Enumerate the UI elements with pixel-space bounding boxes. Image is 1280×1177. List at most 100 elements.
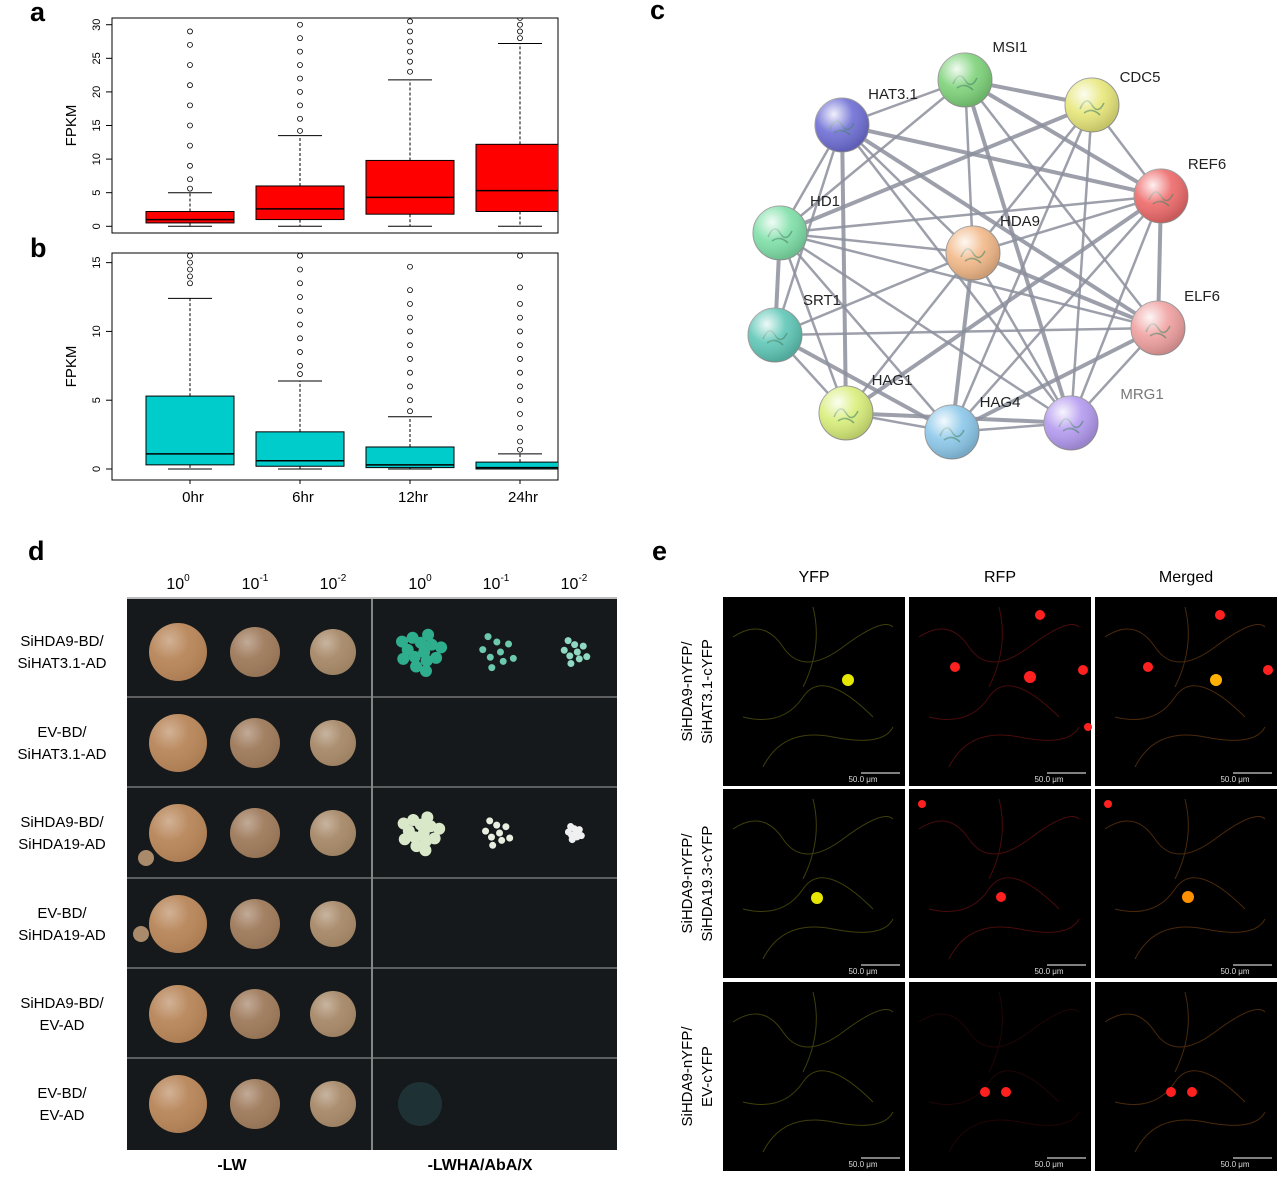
outlier xyxy=(187,280,193,287)
outlier xyxy=(517,328,523,335)
outlier xyxy=(187,142,193,149)
colony-texture xyxy=(230,899,280,949)
outlier xyxy=(407,301,413,307)
node-label: HAT3.1 xyxy=(868,86,918,103)
outlier xyxy=(407,328,413,335)
colony-dot xyxy=(567,659,575,667)
colony-dot xyxy=(506,834,514,842)
x-tick-label: 0hr xyxy=(182,489,204,506)
boxes xyxy=(145,253,558,470)
network-edge xyxy=(972,194,1162,255)
y-tick-label: 30 xyxy=(91,19,103,31)
colony-texture xyxy=(230,627,280,677)
y-tick-label: 0 xyxy=(91,223,103,229)
micrograph xyxy=(1095,789,1277,978)
nucleus xyxy=(1035,610,1045,620)
node-label: HD1 xyxy=(810,193,840,210)
colony-texture xyxy=(230,718,280,768)
colony-texture xyxy=(230,1079,280,1129)
outlier xyxy=(517,424,523,431)
colony-texture xyxy=(230,989,280,1039)
boxes xyxy=(145,18,558,227)
row-label: SiHDA9-BD/ xyxy=(20,995,104,1012)
row-label: SiHDA19-AD xyxy=(18,836,106,853)
dilution-base: 10 xyxy=(408,576,426,593)
outlier xyxy=(407,369,413,376)
colony-dot xyxy=(398,833,411,846)
scale-bar-label: 50.0 μm xyxy=(1220,1160,1249,1169)
colony-dot xyxy=(419,844,432,857)
row-label: SiHDA9-BD/ xyxy=(20,633,104,650)
box xyxy=(145,211,235,224)
scale-bar-label: 50.0 μm xyxy=(1220,967,1249,976)
network-edge xyxy=(840,124,848,414)
colony-texture xyxy=(149,623,207,681)
y-tick-label: 5 xyxy=(91,397,103,403)
dilution-exponent: -1 xyxy=(500,573,509,584)
micrograph xyxy=(1095,982,1277,1171)
colony-dot xyxy=(486,653,494,661)
colony-dot xyxy=(479,646,487,654)
colony-dot xyxy=(566,652,574,660)
nucleus xyxy=(918,800,926,808)
outlier xyxy=(407,58,413,65)
network-edge xyxy=(963,78,1163,198)
dilution-header: 100 xyxy=(166,573,190,594)
dilution-base: 10 xyxy=(483,576,501,593)
cell-outline xyxy=(732,798,894,960)
node-shine xyxy=(815,98,869,152)
y-tick-label: 5 xyxy=(91,190,103,196)
outlier xyxy=(407,408,413,415)
colony-texture xyxy=(310,720,356,766)
network-edge xyxy=(841,124,974,254)
colony-dot xyxy=(568,836,576,844)
scale-bar-label: 50.0 μm xyxy=(1034,967,1063,976)
colony-small xyxy=(133,926,149,942)
y-tick-label: 10 xyxy=(91,325,103,337)
colony-small xyxy=(138,850,154,866)
medium-label: -LW xyxy=(217,1157,247,1174)
nucleus xyxy=(1104,800,1112,808)
node-shine xyxy=(938,53,992,107)
colony-dot xyxy=(422,628,435,641)
network-edge xyxy=(841,123,1162,198)
row-label: SiHDA19-AD xyxy=(18,927,106,944)
panel-label: a xyxy=(30,0,46,27)
outlier xyxy=(187,266,193,273)
colony-dot xyxy=(406,631,419,644)
outlier xyxy=(297,62,303,68)
scale-bar-label: 50.0 μm xyxy=(1220,775,1249,784)
box xyxy=(365,159,455,215)
dilution-header: 10-1 xyxy=(483,573,510,594)
nucleus xyxy=(1166,1087,1176,1097)
row-label: SiHDA9-nYFP/ xyxy=(679,641,696,742)
outlier xyxy=(517,21,523,28)
network-edge xyxy=(950,104,1094,433)
box xyxy=(255,185,345,221)
network-edge xyxy=(951,195,1162,433)
outlier xyxy=(297,48,303,55)
cell-outline xyxy=(732,606,894,768)
colony-dot xyxy=(564,828,572,836)
nucleus xyxy=(1187,1087,1197,1097)
colony-dot xyxy=(498,836,506,844)
network-edge xyxy=(779,194,1162,235)
node-label: MSI1 xyxy=(992,39,1027,56)
outlier xyxy=(187,259,193,266)
row-label: SiHDA9-nYFP/ xyxy=(679,1026,696,1127)
outlier xyxy=(517,383,523,390)
dilution-exponent: 0 xyxy=(184,573,190,584)
nucleus xyxy=(950,662,960,672)
node-label: HAG4 xyxy=(980,394,1021,411)
row-label: SiHDA19.3-cYFP xyxy=(699,826,716,942)
node-shine xyxy=(819,386,873,440)
node-shine xyxy=(925,405,979,459)
colony-dot xyxy=(486,817,494,825)
outlier xyxy=(407,48,413,55)
box xyxy=(475,143,558,212)
outlier xyxy=(187,62,193,68)
dilution-exponent: -2 xyxy=(578,573,587,584)
channel-header: Merged xyxy=(1159,569,1213,586)
outlier xyxy=(297,266,303,273)
row-label: SiHAT3.1-cYFP xyxy=(699,639,716,744)
